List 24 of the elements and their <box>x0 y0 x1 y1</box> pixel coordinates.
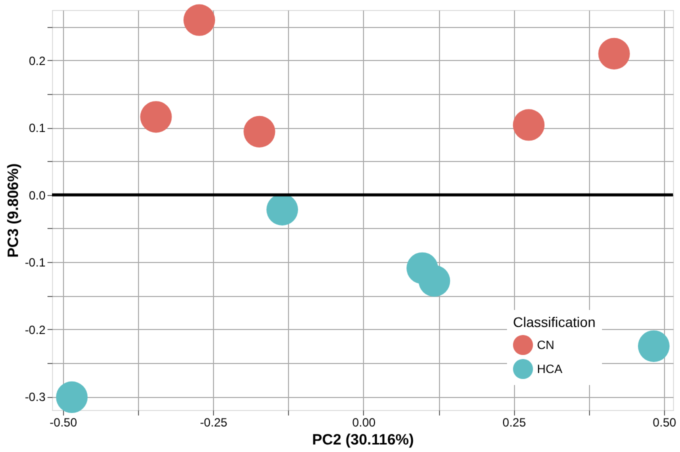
point <box>638 330 670 362</box>
legend-title: Classification <box>513 314 596 330</box>
legend-label: CN <box>537 338 554 352</box>
y-tick-label: 0.0 <box>28 188 46 202</box>
x-tick-label: -0.25 <box>200 416 228 430</box>
y-tick-label: -0.2 <box>24 322 46 337</box>
y-tick-label: 0.1 <box>28 121 46 136</box>
x-tick-label: -0.50 <box>50 416 78 430</box>
point <box>512 109 545 141</box>
legend-label: HCA <box>537 362 562 376</box>
point <box>183 4 216 36</box>
point <box>418 265 450 297</box>
y-tick-label: -0.3 <box>24 390 46 404</box>
point <box>56 381 88 414</box>
x-tick-label: 0.50 <box>652 416 676 430</box>
x-tick-label: 0.25 <box>502 416 526 430</box>
y-axis-title: PC3 (9.806%) <box>4 163 22 258</box>
point <box>598 38 630 70</box>
point <box>244 116 276 148</box>
y-tick-label: 0.2 <box>28 54 46 68</box>
x-axis-title: PC2 (30.116%) <box>312 432 414 448</box>
x-tick-label: 0.00 <box>352 416 376 430</box>
y-tick-label: -0.1 <box>24 256 46 270</box>
point <box>140 101 172 133</box>
